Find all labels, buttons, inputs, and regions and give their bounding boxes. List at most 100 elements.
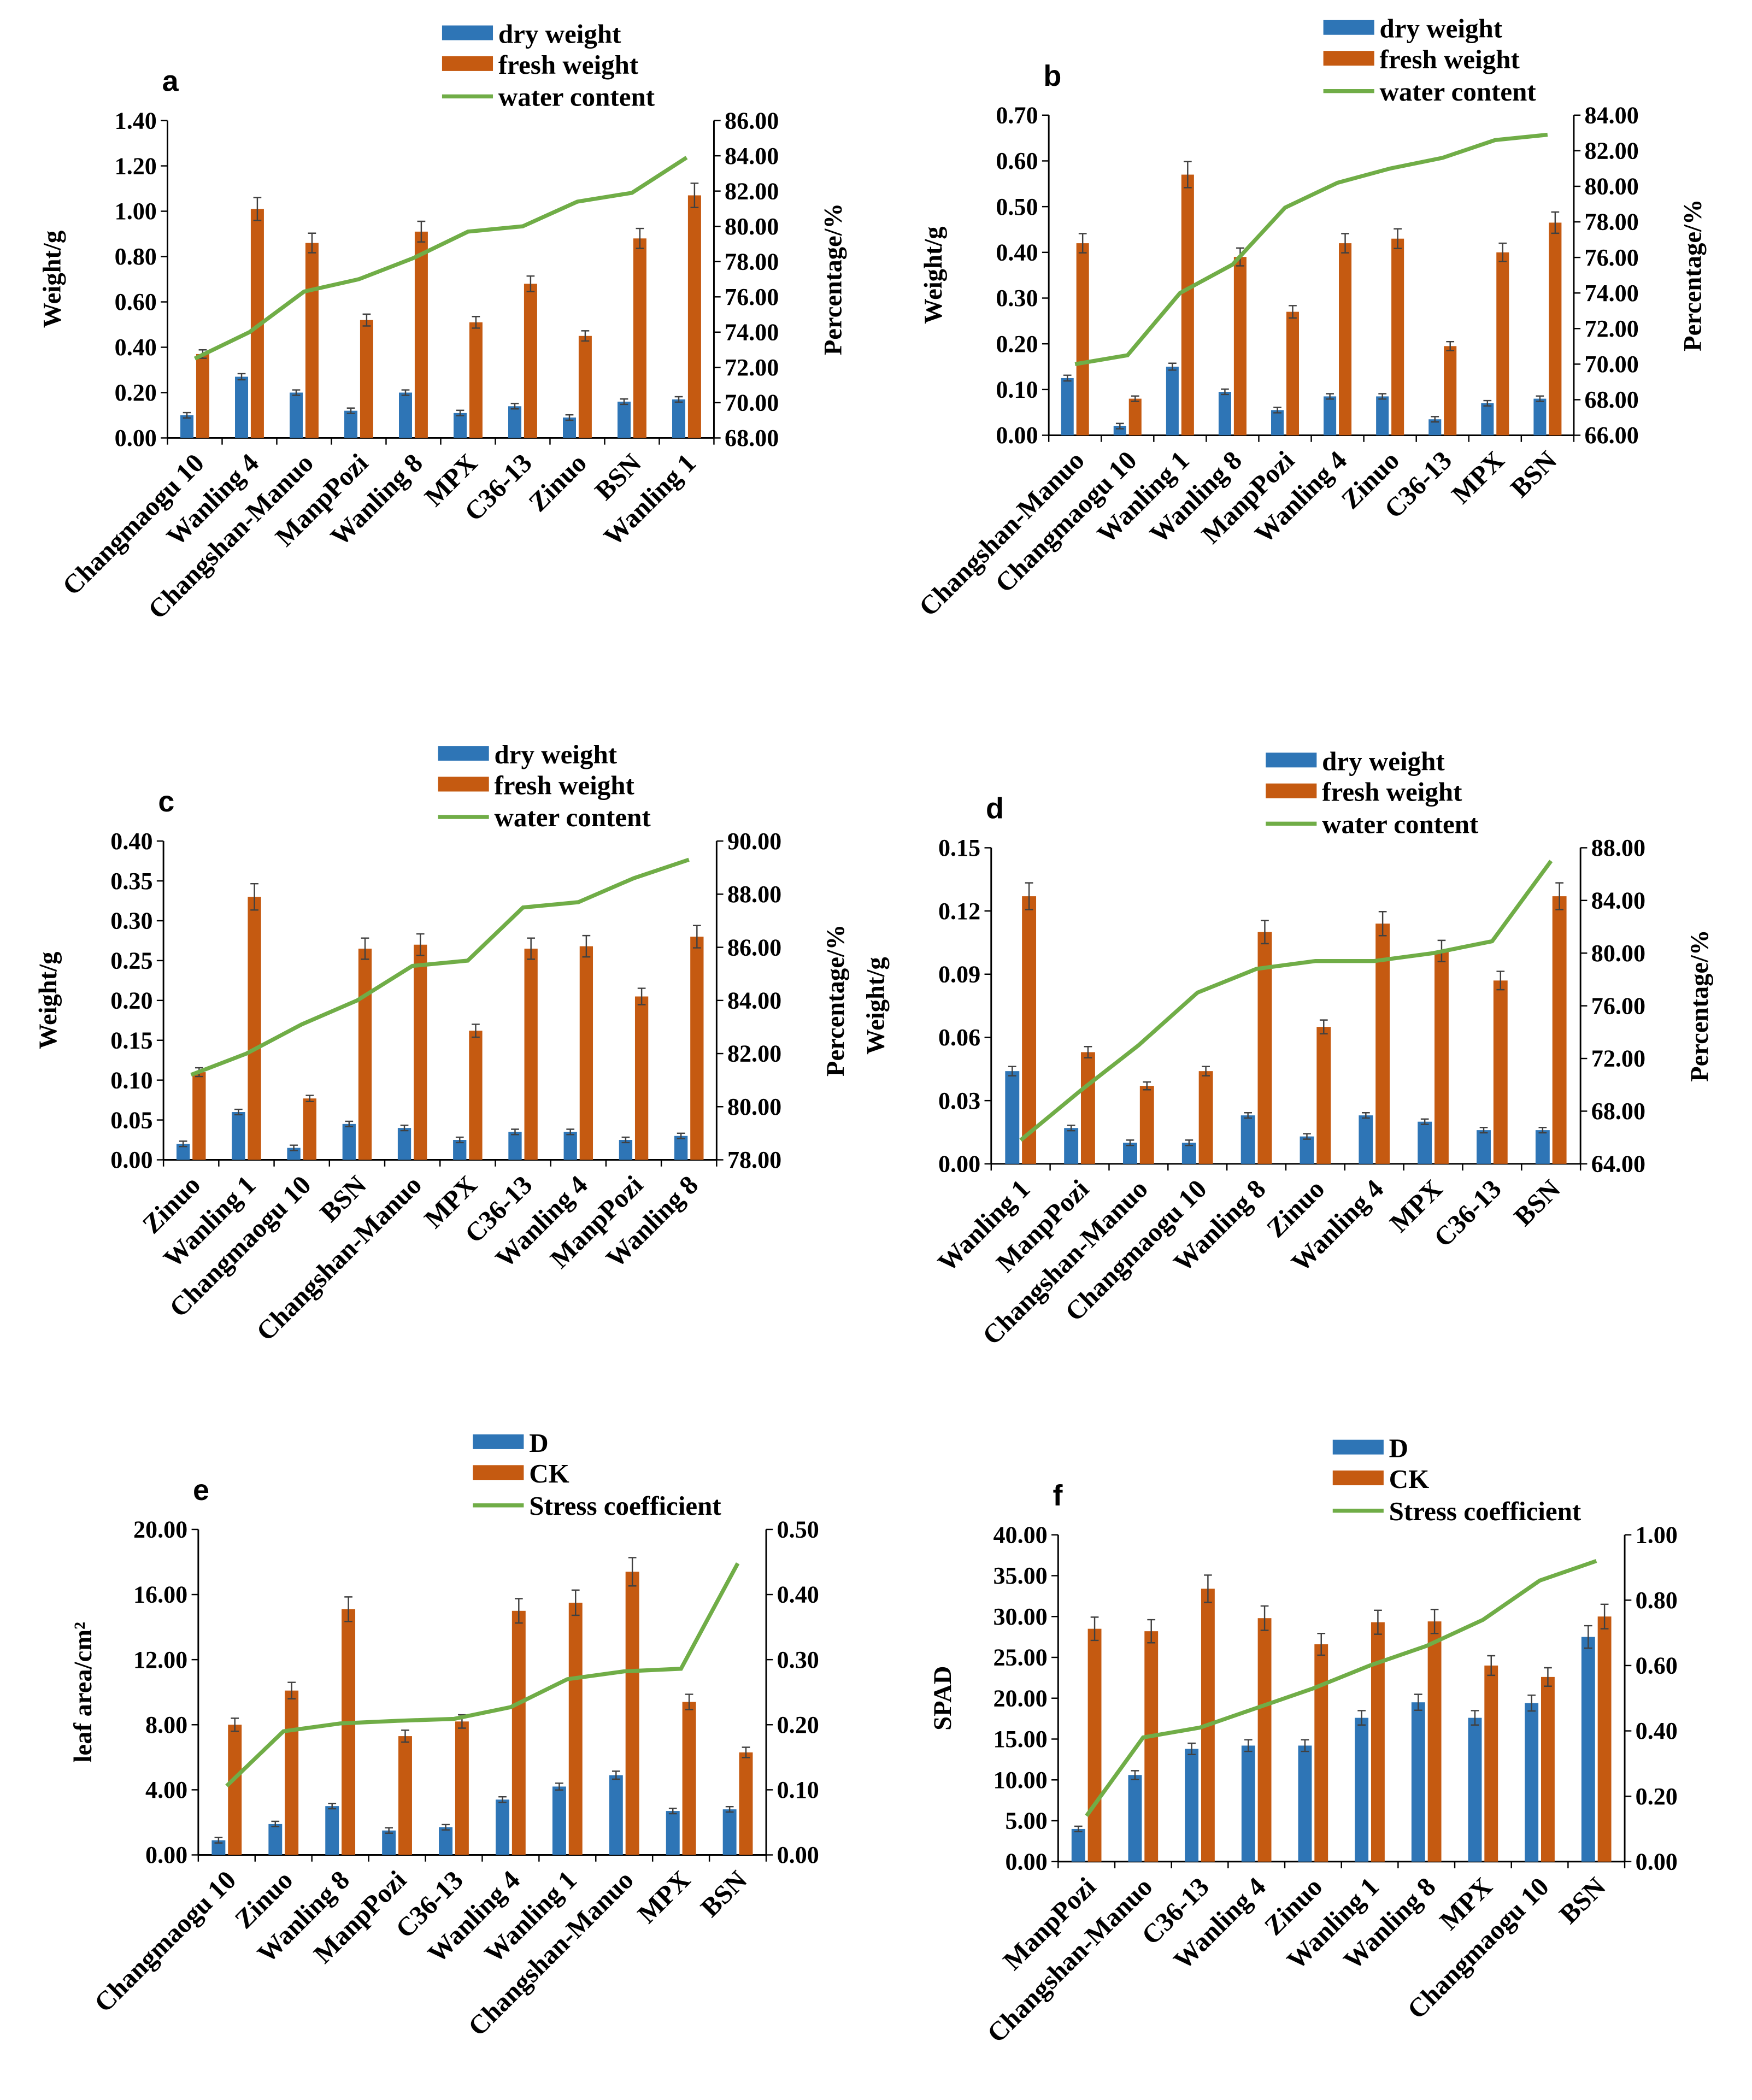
error-bar bbox=[401, 389, 410, 396]
y2-tick-label: 72.00 bbox=[725, 354, 779, 381]
legend-label: water content bbox=[1322, 809, 1479, 839]
panel-label: f bbox=[1053, 1479, 1063, 1512]
error-bar bbox=[308, 232, 316, 254]
error-bar bbox=[510, 403, 519, 410]
y2-tick-label: 80.00 bbox=[1591, 940, 1645, 967]
error-bar bbox=[231, 1717, 239, 1732]
y2-tick-label: 82.00 bbox=[725, 178, 779, 204]
y2-tick-label: 0.00 bbox=[777, 1842, 819, 1868]
bar-series2 bbox=[1391, 238, 1404, 436]
legend-swatch-2 bbox=[1332, 1470, 1384, 1486]
error-bar bbox=[292, 389, 301, 396]
y2-tick-label: 82.00 bbox=[727, 1040, 781, 1067]
y2-tick-label: 70.00 bbox=[725, 390, 779, 416]
y2-tick-label: 74.00 bbox=[1585, 280, 1639, 307]
error-bar bbox=[1261, 920, 1269, 945]
bar-series2 bbox=[1339, 243, 1352, 436]
legend-label: dry weight bbox=[1322, 746, 1445, 776]
panel-label: b bbox=[1043, 60, 1061, 92]
bar-series2 bbox=[1144, 1631, 1159, 1862]
line-series3 bbox=[1019, 860, 1553, 1142]
bar-series1 bbox=[1271, 410, 1284, 436]
error-bar bbox=[1496, 970, 1505, 991]
y2-tick-label: 76.00 bbox=[725, 284, 779, 310]
category-label: MPX bbox=[632, 1864, 696, 1929]
category-label: BSN bbox=[695, 1864, 752, 1922]
y-tick-label: 0.06 bbox=[938, 1024, 980, 1051]
y-tick-label: 12.00 bbox=[133, 1646, 187, 1673]
bar-series1 bbox=[180, 415, 194, 438]
bar-series2 bbox=[1233, 257, 1247, 436]
y-tick-label: 0.05 bbox=[110, 1107, 152, 1133]
error-bar bbox=[1498, 242, 1507, 262]
error-bar bbox=[346, 407, 355, 414]
y-axis-title: Weight/g bbox=[862, 957, 890, 1054]
y-axis-title: leaf area/cm² bbox=[69, 1622, 97, 1762]
error-bar bbox=[1090, 1616, 1099, 1642]
bar-series1 bbox=[1359, 1115, 1373, 1164]
legend-swatch-2 bbox=[1266, 783, 1317, 798]
chart-panel-b: b 0.00 0.10 0.20 0.30 0.40 0.50 0.60 0.70 66.00 68… bbox=[913, 14, 1707, 622]
y-tick-label: 0.60 bbox=[996, 148, 1038, 174]
error-bar bbox=[253, 197, 262, 221]
error-bar bbox=[1147, 1619, 1156, 1644]
legend-label: CK bbox=[1389, 1464, 1430, 1494]
y2-tick-label: 78.00 bbox=[1585, 209, 1639, 236]
y2-tick-label: 78.00 bbox=[727, 1146, 781, 1173]
error-bar bbox=[400, 1125, 409, 1132]
error-bar bbox=[571, 1589, 580, 1616]
y-tick-label: 0.00 bbox=[938, 1151, 980, 1178]
y-tick-label: 0.30 bbox=[110, 908, 152, 934]
y-tick-label: 25.00 bbox=[993, 1644, 1047, 1671]
error-bar bbox=[1084, 1046, 1092, 1058]
error-bar bbox=[1303, 1133, 1311, 1140]
error-bar bbox=[1394, 228, 1402, 249]
bar-series2 bbox=[192, 1072, 206, 1160]
category-label: BSN bbox=[1508, 1174, 1566, 1232]
bar-series1 bbox=[1005, 1071, 1020, 1164]
bar-series2 bbox=[690, 937, 704, 1160]
y2-tick-label: 0.40 bbox=[777, 1581, 819, 1608]
y-axis-title: Weight/g bbox=[920, 226, 948, 323]
y2-tick-label: 64.00 bbox=[1591, 1151, 1645, 1178]
bar-series1 bbox=[454, 413, 467, 438]
bar-series1 bbox=[1166, 367, 1179, 436]
y2-tick-label: 80.00 bbox=[727, 1093, 781, 1120]
bar-series1 bbox=[382, 1830, 396, 1855]
y-tick-label: 0.03 bbox=[938, 1087, 980, 1114]
y-tick-label: 30.00 bbox=[993, 1603, 1047, 1630]
error-bar bbox=[612, 1770, 620, 1780]
error-bar bbox=[742, 1746, 750, 1758]
error-bar bbox=[1168, 362, 1177, 371]
error-bar bbox=[234, 1108, 243, 1116]
bar-series2 bbox=[360, 320, 373, 438]
bar-series1 bbox=[1428, 419, 1442, 436]
legend-swatch-2 bbox=[442, 56, 493, 71]
error-bar bbox=[1185, 1139, 1194, 1146]
legend-swatch-2 bbox=[1323, 51, 1374, 66]
bar-series1 bbox=[672, 399, 685, 438]
error-bar bbox=[566, 1128, 575, 1136]
bar-series1 bbox=[325, 1806, 339, 1855]
bar-series1 bbox=[1061, 378, 1074, 436]
y-tick-label: 0.00 bbox=[115, 425, 157, 451]
error-bar bbox=[690, 183, 699, 208]
error-bar bbox=[250, 883, 258, 911]
bar-series1 bbox=[232, 1111, 245, 1160]
panel-label: d bbox=[986, 792, 1004, 825]
error-bar bbox=[1289, 305, 1297, 319]
y2-tick-label: 78.00 bbox=[725, 248, 779, 275]
legend-label: water content bbox=[494, 802, 651, 832]
error-bar bbox=[527, 937, 536, 960]
error-bar bbox=[1479, 1127, 1488, 1134]
bar-series2 bbox=[739, 1752, 753, 1855]
error-bar bbox=[179, 1140, 187, 1148]
bar-series1 bbox=[496, 1799, 509, 1855]
bar-series2 bbox=[1375, 923, 1390, 1164]
y-tick-label: 0.15 bbox=[938, 834, 980, 861]
bar-series2 bbox=[568, 1602, 583, 1855]
line-series3 bbox=[193, 156, 688, 361]
bar-series2 bbox=[455, 1721, 469, 1855]
legend-swatch-1 bbox=[473, 1434, 524, 1449]
bar-series2 bbox=[196, 354, 209, 438]
